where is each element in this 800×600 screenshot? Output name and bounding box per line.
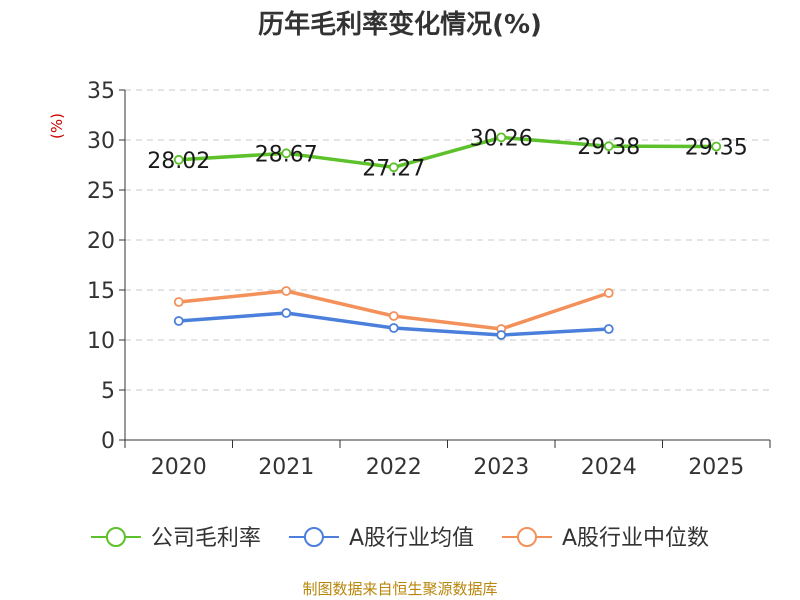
y-tick-label: 0 <box>101 429 115 454</box>
x-tick-label: 2024 <box>581 455 637 480</box>
chart-title: 历年毛利率变化情况(%) <box>258 9 542 40</box>
series-line <box>178 135 717 170</box>
x-tick-label: 2020 <box>151 455 207 480</box>
data-point <box>603 141 614 152</box>
data-point <box>281 148 292 159</box>
y-tick-label: 20 <box>87 229 115 254</box>
legend-item[interactable]: A股行业中位数 <box>502 526 709 551</box>
data-point <box>603 288 614 298</box>
series-group <box>173 132 722 340</box>
data-point <box>281 286 292 296</box>
legend-label: 公司毛利率 <box>151 526 261 551</box>
data-point <box>281 308 292 318</box>
data-point <box>388 162 399 173</box>
y-tick-label: 25 <box>87 179 115 204</box>
x-tick-label: 2023 <box>473 455 529 480</box>
legend-marker-icon <box>303 527 324 547</box>
y-tick-label: 35 <box>87 79 115 104</box>
source-note: 制图数据来自恒生聚源数据库 <box>302 580 497 598</box>
data-label: 28.02 <box>147 149 210 174</box>
y-tick-label: 15 <box>87 279 115 304</box>
legend-label: A股行业中位数 <box>562 526 709 551</box>
y-tick-label: 5 <box>101 379 115 404</box>
legend-label: A股行业均值 <box>349 526 474 551</box>
x-tick-label: 2021 <box>258 455 314 480</box>
data-point <box>173 297 184 307</box>
grid-lines <box>125 89 770 391</box>
y-axis-unit-label: (%) <box>48 113 66 139</box>
data-label: 27.27 <box>362 156 425 181</box>
data-point <box>711 141 722 152</box>
data-label: 30.26 <box>470 126 533 151</box>
data-point <box>496 132 507 143</box>
data-point <box>388 323 399 333</box>
data-label: 28.67 <box>255 142 318 167</box>
data-point <box>388 311 399 321</box>
legend-item[interactable]: 公司毛利率 <box>90 526 261 551</box>
y-tick-label: 30 <box>87 129 115 154</box>
data-point <box>496 330 507 340</box>
x-tick-label: 2025 <box>688 455 744 480</box>
data-label: 29.35 <box>685 136 748 161</box>
legend-marker-icon <box>517 527 538 547</box>
data-point <box>603 324 614 334</box>
data-label: 29.38 <box>577 135 640 160</box>
data-point <box>173 154 184 165</box>
data-point <box>173 316 184 326</box>
x-tick-label: 2022 <box>366 455 422 480</box>
legend[interactable]: 公司毛利率 A股行业均值 A股行业中位数 <box>90 526 709 551</box>
y-tick-label: 10 <box>87 329 115 354</box>
legend-item[interactable]: A股行业均值 <box>288 526 474 551</box>
data-labels: 28.02 28.67 27.27 30.26 29.38 29.35 <box>147 126 747 181</box>
legend-marker-icon <box>105 527 126 547</box>
